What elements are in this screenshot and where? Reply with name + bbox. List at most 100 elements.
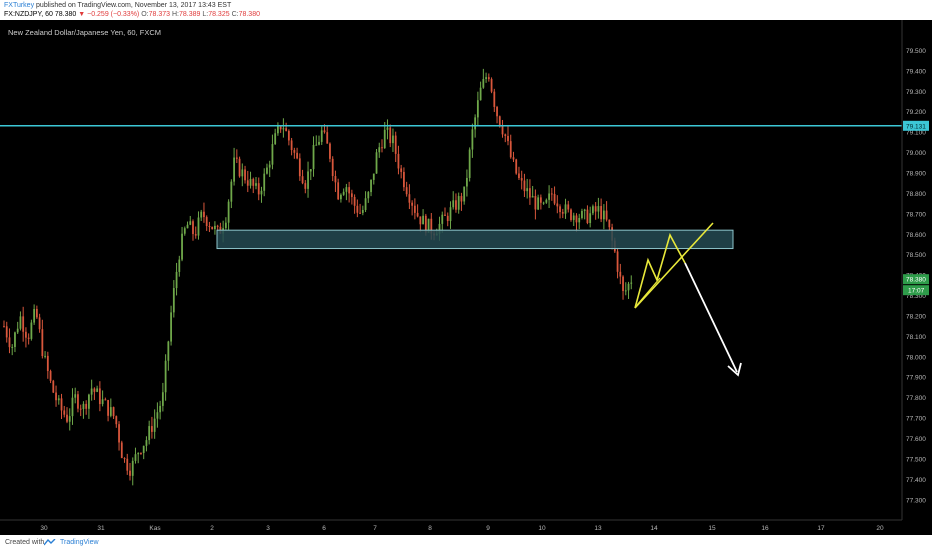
x-tick-label: 15 bbox=[708, 525, 716, 532]
tradingview-brand[interactable]: TradingView bbox=[60, 539, 99, 546]
candle-body bbox=[312, 145, 315, 170]
candle-body bbox=[455, 200, 457, 210]
candle-body bbox=[523, 180, 526, 192]
candle-body bbox=[290, 140, 293, 151]
candle-body bbox=[46, 355, 49, 372]
candle-body bbox=[30, 322, 33, 339]
candle-body bbox=[57, 398, 60, 401]
y-tick-label: 78.800 bbox=[906, 191, 926, 198]
candle-body bbox=[559, 206, 561, 213]
symbol-label: FX:NZDJPY, 60 bbox=[4, 11, 53, 18]
candle-body bbox=[534, 195, 537, 210]
candle-body bbox=[41, 329, 44, 357]
candle-body bbox=[277, 125, 279, 134]
close-value: 78.380 bbox=[238, 11, 260, 18]
close-label: C: bbox=[231, 11, 239, 18]
candle-body bbox=[170, 312, 172, 342]
low-label: L: bbox=[202, 11, 209, 18]
candle-body bbox=[33, 308, 36, 323]
candle-body bbox=[616, 251, 619, 272]
candle-body bbox=[148, 426, 151, 441]
candle-body bbox=[463, 186, 466, 202]
candle-body bbox=[507, 135, 509, 142]
candle-body bbox=[271, 144, 274, 165]
candle-body bbox=[501, 125, 504, 135]
y-tick-label: 77.400 bbox=[906, 477, 926, 484]
footer: Created with TradingView bbox=[0, 535, 932, 550]
chart-area[interactable]: New Zealand Dollar/Japanese Yen, 60, FXC… bbox=[0, 20, 932, 535]
candle-body bbox=[550, 193, 553, 195]
candle-body bbox=[257, 183, 260, 195]
candle-body bbox=[392, 135, 394, 144]
candle-body bbox=[460, 196, 463, 202]
candle-body bbox=[411, 202, 414, 206]
candle-body bbox=[531, 195, 534, 198]
candle-body bbox=[518, 173, 520, 179]
candle-body bbox=[175, 271, 178, 289]
y-tick-label: 77.900 bbox=[906, 375, 926, 382]
candle-body bbox=[203, 211, 205, 218]
candle-body bbox=[115, 416, 118, 425]
candle-body bbox=[326, 132, 329, 144]
candle-body bbox=[372, 173, 375, 180]
candle-body bbox=[413, 205, 416, 213]
open-value: 78.373 bbox=[148, 11, 171, 18]
chart-title: New Zealand Dollar/Japanese Yen, 60, FXC… bbox=[8, 28, 161, 37]
price-axis[interactable]: 77.300 77.400 77.500 77.600 77.700 77.800 77.9… bbox=[903, 48, 929, 504]
candle-body bbox=[167, 341, 170, 361]
candle-body bbox=[471, 129, 474, 150]
candle-body bbox=[85, 403, 88, 409]
y-tick-label: 77.800 bbox=[906, 395, 926, 402]
candle-body bbox=[619, 271, 622, 277]
x-tick-label: 9 bbox=[486, 525, 490, 532]
candle-body bbox=[126, 458, 129, 471]
candle-body bbox=[474, 117, 477, 130]
candle-body bbox=[309, 169, 312, 172]
candle-body bbox=[5, 326, 8, 338]
chart-header: FXTurkey published on TradingView.com, N… bbox=[0, 0, 932, 20]
candle-body bbox=[11, 346, 14, 348]
candle-body bbox=[403, 171, 405, 188]
candle-body bbox=[287, 130, 290, 141]
price-chart[interactable]: New Zealand Dollar/Japanese Yen, 60, FXC… bbox=[0, 20, 932, 535]
candle-body bbox=[331, 158, 334, 177]
hline-price-text: 79.131 bbox=[906, 123, 926, 130]
candle-body bbox=[274, 133, 277, 145]
y-tick-label: 77.300 bbox=[906, 497, 926, 504]
candle-body bbox=[301, 176, 304, 184]
candle-body bbox=[224, 222, 227, 229]
candle-body bbox=[60, 398, 63, 411]
candle-body bbox=[386, 127, 389, 130]
candle-body bbox=[172, 288, 175, 313]
x-tick-label: 10 bbox=[538, 525, 546, 532]
candle-body bbox=[3, 326, 5, 328]
candle-body bbox=[164, 360, 167, 393]
x-tick-label: 2 bbox=[210, 525, 214, 532]
candle-body bbox=[337, 182, 340, 200]
candle-body bbox=[71, 397, 74, 417]
candle-body bbox=[594, 206, 597, 212]
author-link[interactable]: FXTurkey bbox=[4, 2, 35, 9]
candle-body bbox=[323, 130, 326, 133]
candle-body bbox=[249, 178, 252, 186]
candle-body bbox=[101, 399, 104, 405]
candle-body bbox=[468, 149, 471, 178]
candle-body bbox=[156, 412, 159, 419]
candle-body bbox=[622, 276, 624, 291]
candle-body bbox=[279, 125, 282, 130]
candle-body bbox=[490, 79, 493, 92]
candle-body bbox=[561, 212, 564, 214]
candle-body bbox=[8, 337, 11, 348]
candle-body bbox=[145, 440, 148, 446]
candle-body bbox=[123, 458, 126, 460]
time-axis[interactable]: 30 31 Kas 2 3 6 7 8 9 10 13 14 15 16 17 20 bbox=[40, 525, 884, 532]
projection-trendline bbox=[634, 222, 714, 309]
candle-body bbox=[88, 394, 90, 409]
candle-body bbox=[592, 206, 594, 214]
candle-body bbox=[151, 426, 153, 432]
x-tick-label: 8 bbox=[428, 525, 432, 532]
candle-body bbox=[509, 141, 512, 158]
candle-body bbox=[545, 199, 548, 203]
y-tick-label: 78.600 bbox=[906, 232, 926, 239]
candle-body bbox=[233, 157, 235, 182]
